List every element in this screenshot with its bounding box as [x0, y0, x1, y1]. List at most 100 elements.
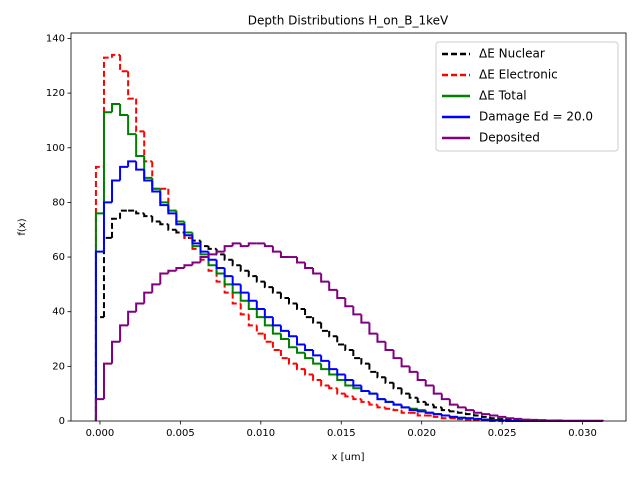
histogram-step: [183, 264, 193, 268]
histogram-step: [111, 217, 121, 238]
histogram-step: [199, 256, 209, 263]
x-tick-label: 0.010: [247, 428, 276, 439]
histogram-step: [328, 385, 338, 390]
histogram-step: [481, 412, 491, 416]
histogram-step: [416, 371, 426, 382]
histogram-step: [199, 243, 209, 253]
histogram-step: [119, 54, 129, 73]
histogram-step: [464, 407, 474, 412]
histogram-step: [416, 410, 426, 413]
histogram-step: [135, 161, 145, 171]
histogram-step: [360, 314, 370, 324]
histogram-step: [336, 369, 346, 376]
histogram-step: [175, 213, 185, 226]
x-tick-label: 0.020: [407, 428, 436, 439]
histogram-step: [360, 399, 370, 403]
histogram-step: [223, 245, 233, 252]
histogram-step: [135, 210, 145, 215]
histogram-step: [119, 165, 129, 181]
histogram-step: [191, 235, 201, 245]
x-tick-label: 0.030: [568, 428, 597, 439]
histogram-step: [279, 292, 289, 300]
histogram-step: [360, 358, 370, 365]
histogram-step: [263, 281, 273, 289]
histogram-step: [279, 349, 289, 360]
histogram-step: [223, 267, 233, 278]
histogram-step: [111, 179, 121, 203]
histogram-step: [263, 243, 273, 248]
histogram-step: [456, 411, 466, 414]
histogram-step: [296, 363, 306, 371]
histogram-step: [440, 407, 450, 412]
histogram-step: [505, 416, 515, 420]
histogram-step: [215, 259, 225, 269]
histogram-step: [127, 71, 137, 100]
histogram-step: [304, 344, 314, 351]
histogram-step: [296, 347, 306, 354]
histogram-step: [159, 221, 169, 226]
histogram-step: [312, 374, 322, 382]
histogram-step: [304, 369, 314, 376]
histogram-step: [287, 339, 298, 349]
x-tick-label: 0.015: [327, 428, 356, 439]
histogram-step: [408, 366, 418, 373]
histogram-step: [231, 284, 241, 294]
histogram-step: [247, 242, 257, 247]
x-axis-label: x [um]: [332, 452, 365, 463]
histogram-step: [408, 393, 418, 399]
y-tick-label: 40: [52, 307, 65, 318]
histogram-step: [513, 417, 523, 420]
histogram-step: [448, 399, 458, 406]
histogram-step: [320, 380, 330, 387]
y-tick-label: 80: [52, 197, 65, 208]
histogram-step: [368, 322, 378, 335]
histogram-step: [448, 410, 458, 413]
histogram-step: [352, 396, 362, 401]
histogram-step: [368, 363, 378, 373]
y-tick-label: 140: [46, 33, 65, 44]
histogram-step: [440, 393, 450, 401]
histogram-step: [432, 412, 442, 416]
histogram-step: [111, 340, 121, 364]
histogram-step: [296, 336, 306, 346]
histogram-step: [360, 385, 370, 392]
histogram-step: [448, 415, 458, 418]
histogram-step: [279, 333, 289, 341]
histogram-step: [255, 300, 265, 310]
histogram-step: [102, 111, 113, 214]
histogram-step: [119, 324, 129, 342]
histogram-step: [239, 284, 249, 294]
histogram-step: [135, 134, 145, 157]
y-axis-label: f(x): [17, 218, 28, 235]
histogram-step: [489, 419, 499, 422]
histogram-step: [215, 250, 225, 255]
histogram-step: [464, 417, 474, 420]
histogram-step: [255, 308, 265, 319]
histogram-step: [279, 251, 289, 259]
histogram-step: [497, 418, 507, 421]
histogram-step: [167, 269, 177, 274]
histogram-step: [440, 414, 450, 417]
histogram-step: [424, 401, 434, 406]
histogram-step: [344, 298, 354, 308]
histogram-step: [239, 292, 249, 302]
histogram-step: [231, 276, 241, 286]
histogram-step: [320, 273, 330, 283]
histogram-step: [376, 371, 386, 379]
histogram-step: [111, 53, 121, 58]
histogram-step: [191, 261, 201, 266]
histogram-step: [320, 322, 330, 332]
histogram-step: [392, 349, 402, 360]
histogram-step: [127, 310, 137, 326]
histogram-step: [271, 325, 281, 335]
histogram-step: [151, 216, 161, 223]
histogram-step: [368, 390, 378, 395]
histogram-step: [400, 358, 410, 368]
histogram-step: [376, 393, 386, 401]
histogram-step: [279, 325, 289, 332]
histogram-step: [175, 229, 185, 234]
histogram-step: [143, 169, 153, 182]
series: [94, 242, 604, 422]
legend-label: Damage Ed = 20.0: [479, 110, 593, 124]
histogram-step: [271, 341, 281, 351]
